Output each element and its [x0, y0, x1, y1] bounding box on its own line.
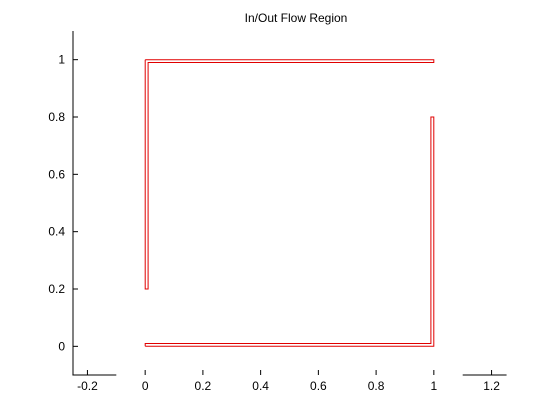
x-tick-label: 1.2 — [483, 379, 500, 393]
x-tick-label: 0.2 — [195, 379, 212, 393]
x-tick-label: 0 — [142, 379, 149, 393]
y-tick-label: 0.8 — [48, 110, 65, 124]
x-tick-label: 0.8 — [368, 379, 385, 393]
axes: -0.2 0 0.2 0.4 0.6 0.8 1 1.2 0 0.2 0.4 0.6 0.8 1 — [48, 31, 507, 393]
plot-data — [144, 59, 435, 347]
flow-region-line-2 — [144, 116, 435, 347]
x-tick-label: 0.6 — [310, 379, 327, 393]
y-tick-label: 0 — [58, 339, 65, 353]
chart-title: In/Out Flow Region — [245, 11, 348, 25]
flow-region-line-1 — [144, 59, 435, 290]
y-tick-label: 0.6 — [48, 167, 65, 181]
x-tick-label: 1 — [430, 379, 437, 393]
y-tick-label: 0.2 — [48, 282, 65, 296]
y-tick-label: 0.4 — [48, 225, 65, 239]
y-tick-label: 1 — [58, 53, 65, 67]
x-tick-label: 0.4 — [252, 379, 269, 393]
x-tick-label: -0.2 — [77, 379, 98, 393]
